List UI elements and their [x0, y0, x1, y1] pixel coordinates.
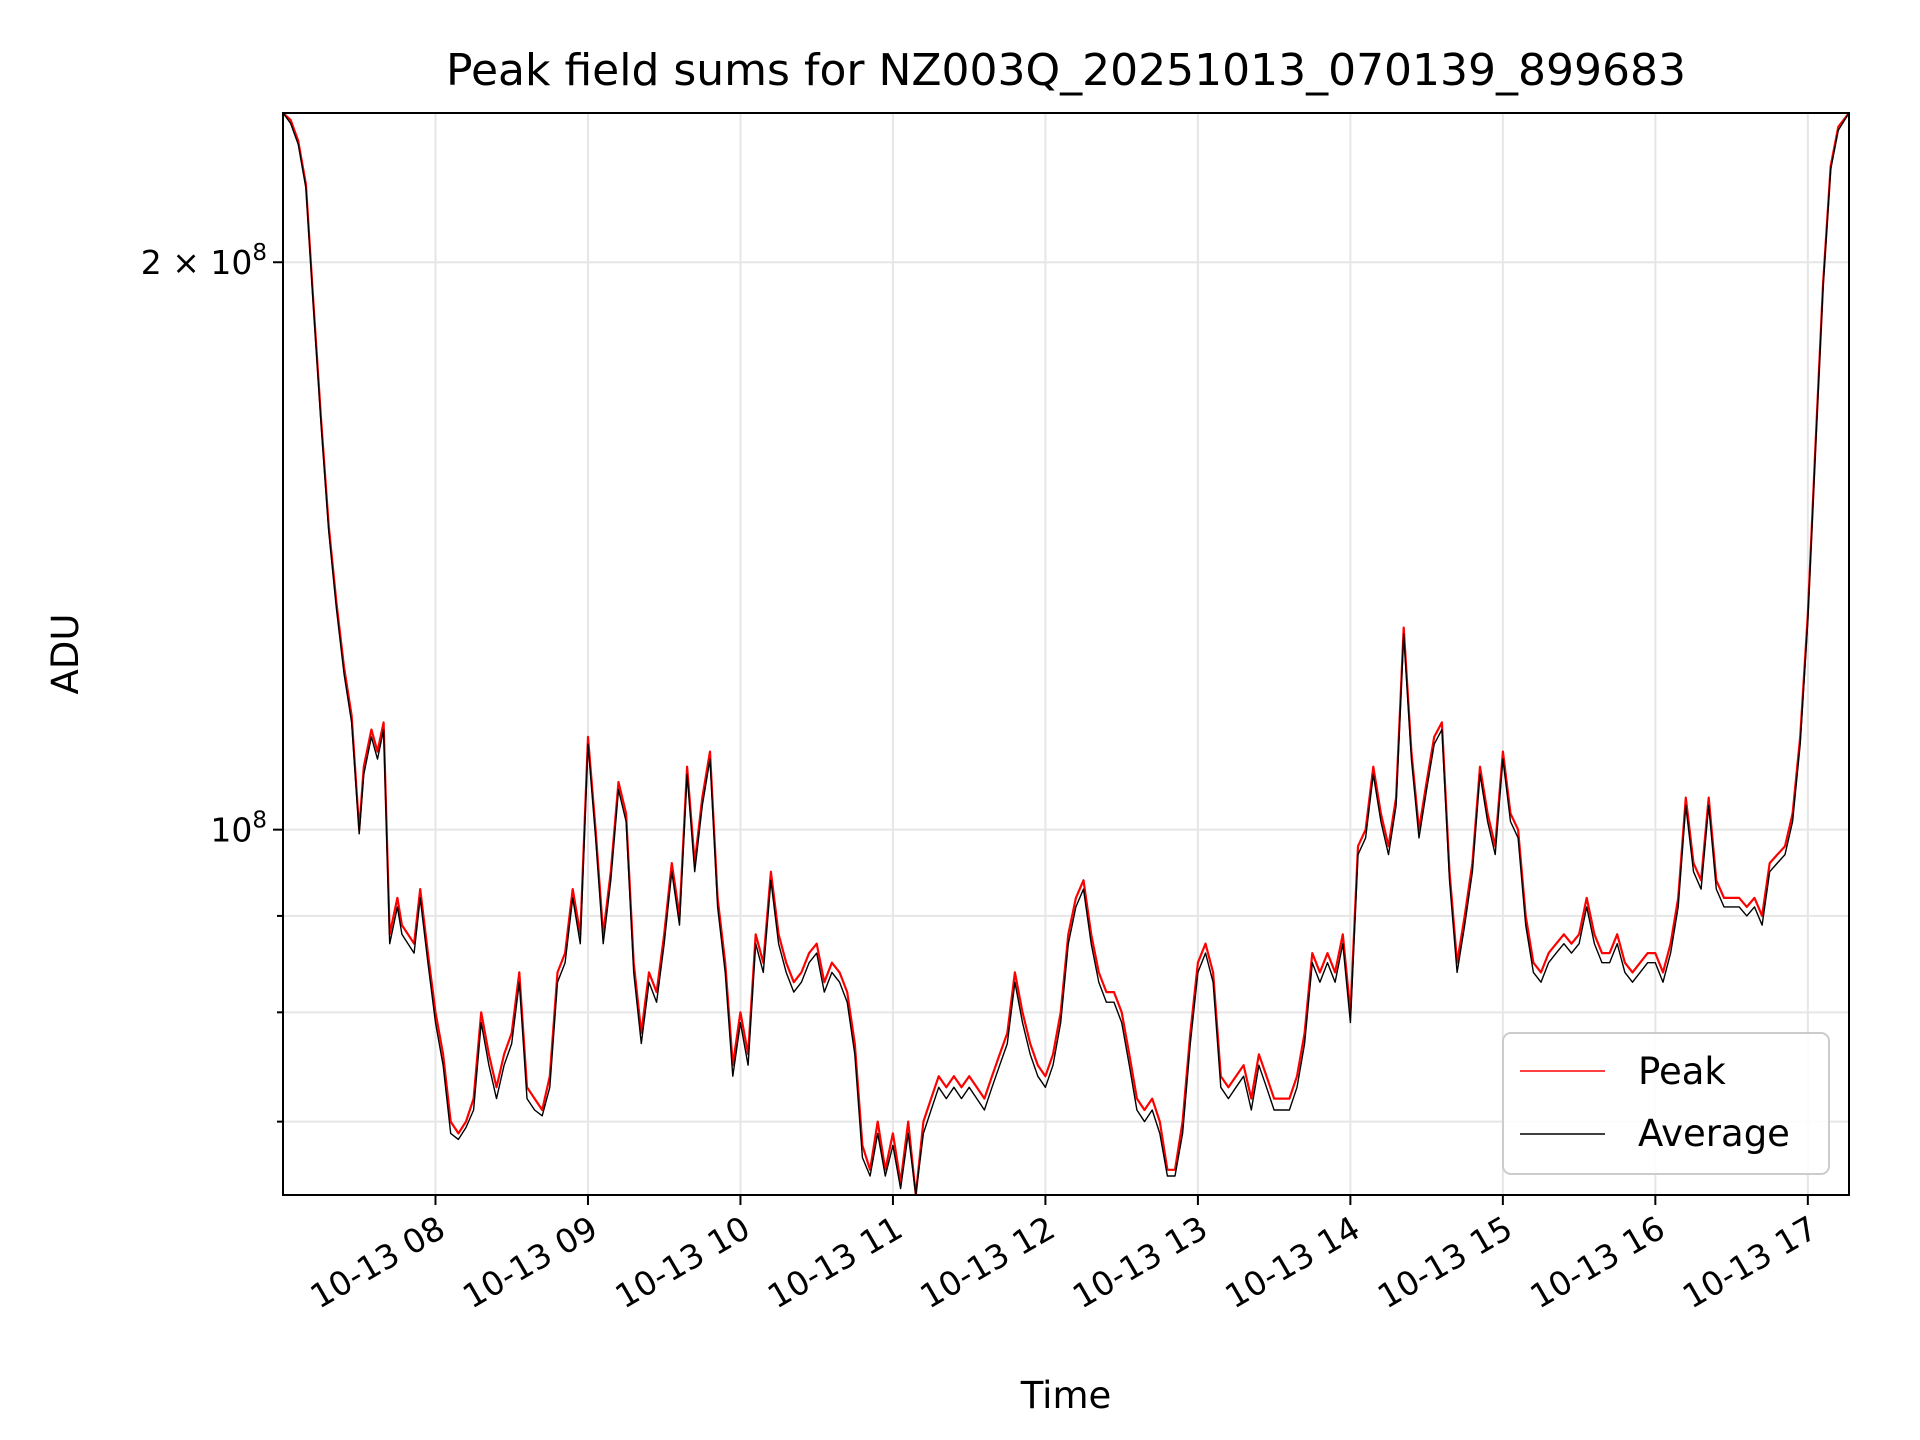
series-layer: [283, 113, 1849, 1195]
series-line-peak: [283, 113, 1849, 1195]
y-tick-label: 2 × 108: [141, 240, 267, 282]
legend: Peak Average: [1502, 1032, 1830, 1175]
plot-frame: [282, 112, 1850, 1196]
series-line-average: [283, 113, 1849, 1195]
legend-box: [1502, 1032, 1830, 1175]
legend-label-peak: Peak: [1638, 1050, 1726, 1093]
chart-title: Peak field sums for NZ003Q_20251013_0701…: [446, 45, 1686, 96]
legend-label-average: Average: [1638, 1112, 1790, 1155]
y-tick-label: 108: [210, 808, 267, 850]
x-axis-label: Time: [1020, 1374, 1112, 1417]
y-axis-label: ADU: [44, 614, 87, 695]
